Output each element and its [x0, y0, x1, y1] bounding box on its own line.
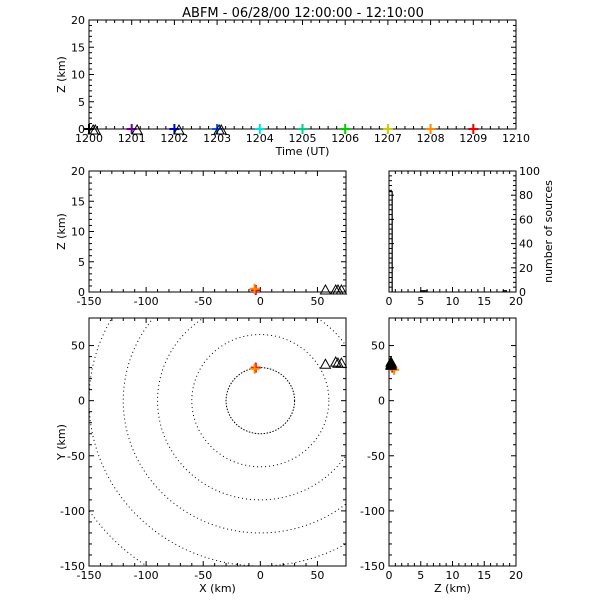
y-tick-label: 15	[71, 41, 85, 54]
station-marker	[89, 123, 102, 135]
y-axis-label: number of sources	[542, 180, 555, 283]
y-tick-label: 100	[519, 165, 540, 178]
station-marker	[335, 283, 348, 295]
x-tick-label: -100	[134, 569, 159, 582]
height-y-panel: 0 5 10 15 20 -150 -100 -50 0 50 Z (km)	[360, 317, 523, 595]
station-marker	[215, 123, 228, 135]
time_height-frame	[88, 19, 517, 130]
x-tick-label: 0	[257, 569, 264, 582]
range-ring	[157, 318, 346, 501]
y-tick-label: 15	[71, 195, 85, 208]
x-tick-label: -150	[77, 295, 102, 308]
station-marker	[319, 358, 332, 369]
y-tick-label: 0	[378, 395, 385, 408]
y-tick-label: 5	[78, 256, 85, 269]
y-tick-label: 80	[519, 189, 533, 202]
x-tick-label: 0	[386, 295, 393, 308]
x-tick-label: 1201	[118, 132, 146, 145]
range-ring	[89, 318, 346, 566]
y-tick-label: 50	[71, 340, 85, 353]
y-tick-label: -100	[360, 505, 385, 518]
y-tick-label: -150	[60, 560, 85, 573]
x-axis-label: Time (UT)	[275, 145, 330, 158]
x-tick-label: 1209	[459, 132, 487, 145]
x-tick-label: 50	[310, 295, 324, 308]
station-marker	[173, 123, 185, 135]
histogram-bar	[502, 290, 507, 293]
histogram-bar	[423, 290, 428, 293]
y-axis-label: Z (km)	[55, 56, 68, 93]
x-height-panel: -150 -100 -50 0 50 0 5 10 15 20 Z (km)	[55, 165, 348, 308]
x-tick-label: 1204	[246, 132, 274, 145]
figure-title: ABFM - 06/28/00 12:00:00 - 12:10:00	[182, 6, 424, 21]
station-marker	[385, 359, 397, 370]
y-tick-label: 10	[71, 69, 85, 82]
station-marker	[335, 357, 348, 368]
y-tick-label: -50	[67, 450, 85, 463]
x-tick-label: -100	[134, 295, 159, 308]
x-tick-label: -150	[77, 569, 102, 582]
x-tick-label: 10	[446, 569, 460, 582]
x-tick-label: 1200	[75, 132, 103, 145]
range-ring	[225, 367, 296, 435]
station-marker	[329, 356, 342, 367]
station-marker	[131, 123, 143, 135]
x-tick-label: 5	[417, 569, 424, 582]
range-ring	[191, 334, 330, 468]
y-tick-label: 40	[519, 238, 533, 251]
x-tick-label: 1205	[289, 132, 317, 145]
x-tick-label: 1203	[203, 132, 231, 145]
x-tick-label: 0	[386, 569, 393, 582]
x-tick-label: 15	[477, 295, 491, 308]
histogram-outline	[388, 191, 516, 293]
y-tick-label: -50	[367, 450, 385, 463]
y-tick-label: -100	[60, 505, 85, 518]
x-tick-label: 1202	[160, 132, 188, 145]
x-tick-label: -50	[194, 569, 212, 582]
histogram-frame	[388, 170, 517, 293]
y-tick-label: -150	[360, 560, 385, 573]
x-tick-label: 50	[310, 569, 324, 582]
x-axis-label: Z (km)	[434, 582, 471, 595]
y-tick-label: 20	[71, 14, 85, 27]
range-ring	[89, 509, 148, 566]
height_y-frame	[388, 317, 517, 567]
y-tick-label: 50	[371, 340, 385, 353]
time-height-panel: 1200 1201 1202 1203 1204 1205 1206 1207 1208 1209…	[55, 14, 530, 158]
y-tick-label: 0	[78, 395, 85, 408]
x-tick-label: 1207	[374, 132, 402, 145]
x-tick-label: 10	[446, 295, 460, 308]
y-tick-label: 60	[519, 213, 533, 226]
y-tick-label: 20	[71, 165, 85, 178]
x-tick-label: 20	[509, 295, 523, 308]
range-ring	[122, 318, 346, 534]
x-tick-label: 5	[417, 295, 424, 308]
y-axis-label: Z (km)	[55, 213, 68, 250]
x-tick-label: 15	[477, 569, 491, 582]
histogram-bar	[388, 191, 393, 293]
x-axis-label: X (km)	[199, 582, 236, 595]
x-tick-label: 1208	[417, 132, 445, 145]
plan-view-panel: -150 -100 -50 0 50 -150 -100 -50 0 50 X (km) Y (km)	[55, 317, 348, 595]
y-tick-label: 5	[78, 96, 85, 109]
y-tick-label: 10	[71, 226, 85, 239]
x-tick-label: 0	[257, 295, 264, 308]
x-tick-label: 20	[509, 569, 523, 582]
y-tick-label: 20	[519, 262, 533, 275]
y-tick-label: 0	[78, 123, 85, 136]
y-tick-label: 0	[78, 286, 85, 299]
x_height-frame	[88, 170, 347, 293]
y-tick-label: 0	[519, 286, 526, 299]
x-tick-label: 1210	[502, 132, 530, 145]
station-marker	[319, 283, 332, 295]
plan_view-frame	[88, 317, 347, 567]
x-tick-label: -50	[194, 295, 212, 308]
x-tick-label: 1206	[331, 132, 359, 145]
y-axis-label: Y (km)	[55, 424, 68, 461]
